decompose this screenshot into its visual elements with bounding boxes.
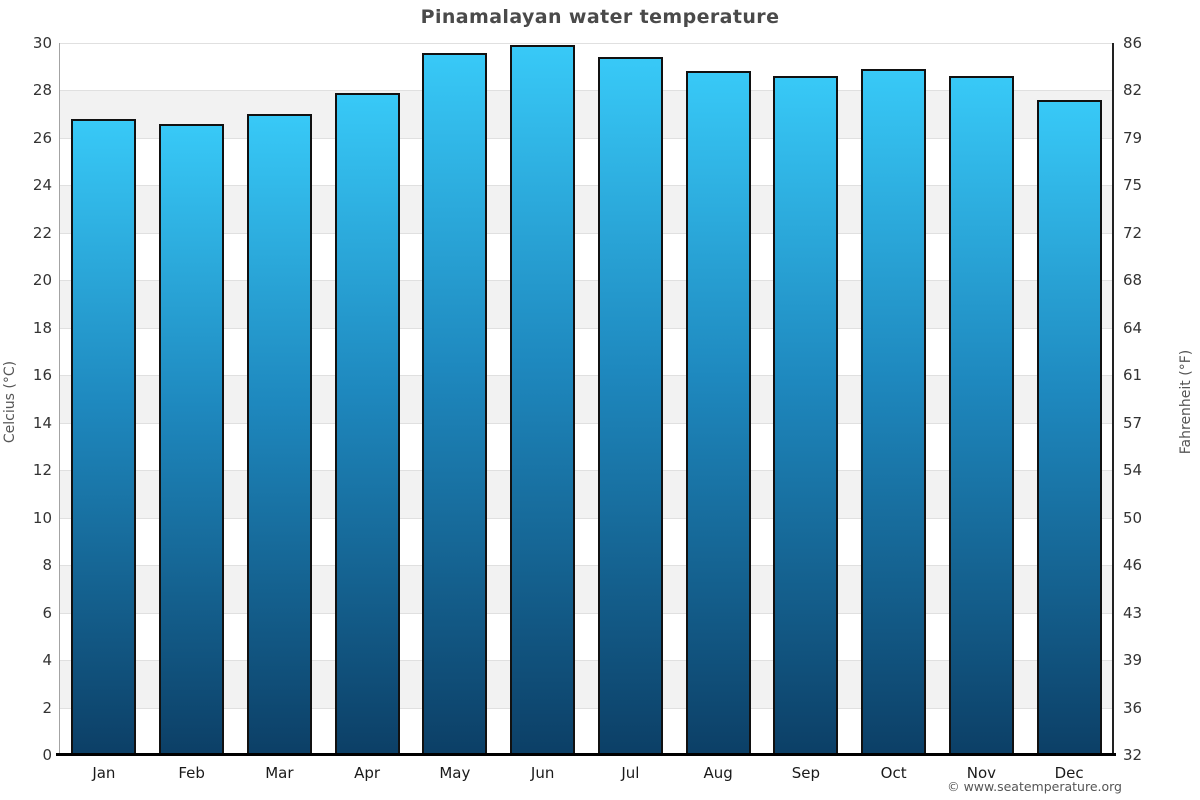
background-band bbox=[60, 375, 1113, 423]
y-axis-tick-label-celsius: 0 bbox=[42, 746, 52, 764]
y-axis-tick-label-celsius: 10 bbox=[32, 508, 52, 527]
background-band bbox=[60, 137, 1113, 186]
gridline bbox=[60, 612, 1113, 614]
background-band bbox=[60, 43, 1113, 91]
y-axis-tick-label-fahrenheit: 75 bbox=[1123, 176, 1143, 195]
x-axis-tick-label: Aug bbox=[703, 764, 733, 782]
gridline bbox=[60, 422, 1113, 424]
temperature-bar bbox=[1036, 99, 1102, 755]
background-band bbox=[60, 280, 1113, 328]
background-band bbox=[60, 660, 1113, 708]
gridline bbox=[60, 660, 1113, 662]
x-axis-tick-label: Jul bbox=[621, 764, 640, 782]
temperature-bar bbox=[861, 69, 927, 755]
background-band bbox=[60, 612, 1113, 661]
temperature-bar bbox=[159, 123, 225, 755]
y-axis-tick-label-fahrenheit: 43 bbox=[1123, 603, 1143, 622]
x-axis-tick-label: Jan bbox=[92, 764, 116, 782]
background-band bbox=[60, 517, 1113, 566]
x-axis-tick-label: Jun bbox=[530, 764, 555, 782]
y-axis-tick-label-fahrenheit: 32 bbox=[1123, 746, 1143, 764]
background-band bbox=[60, 470, 1113, 518]
gridline bbox=[60, 375, 1113, 377]
y-axis-tick-label-fahrenheit: 54 bbox=[1123, 461, 1143, 480]
temperature-bar bbox=[71, 118, 137, 755]
y-axis-tick-label-celsius: 14 bbox=[32, 413, 52, 432]
y-axis-tick-label-fahrenheit: 64 bbox=[1123, 318, 1143, 337]
y-axis-tick-label-celsius: 22 bbox=[32, 223, 52, 242]
temperature-bar bbox=[334, 92, 400, 755]
x-axis-tick-label: Apr bbox=[354, 764, 381, 782]
background-band bbox=[60, 565, 1113, 613]
x-axis-line bbox=[56, 753, 1116, 756]
y-axis-tick-label-fahrenheit: 79 bbox=[1123, 128, 1143, 147]
y-axis-tick-label-fahrenheit: 50 bbox=[1123, 508, 1143, 527]
gridline bbox=[60, 232, 1113, 234]
y-axis-tick-label-celsius: 2 bbox=[42, 698, 52, 717]
chart-title: Pinamalayan water temperature bbox=[420, 6, 780, 28]
temperature-bar bbox=[246, 114, 312, 755]
y-axis-tick-label-fahrenheit: 39 bbox=[1123, 651, 1143, 670]
background-band bbox=[60, 707, 1113, 755]
y-axis-line-right bbox=[1112, 43, 1114, 755]
x-axis-tick-label: Feb bbox=[178, 764, 205, 782]
y-axis-line-left bbox=[59, 43, 60, 755]
background-band bbox=[60, 422, 1113, 471]
temperature-bar bbox=[422, 52, 488, 755]
y-axis-tick-label-celsius: 20 bbox=[32, 271, 52, 290]
y-axis-tick-label-celsius: 18 bbox=[32, 318, 52, 337]
y-axis-tick-label-celsius: 26 bbox=[32, 128, 52, 147]
background-band bbox=[60, 327, 1113, 376]
y-axis-tick-label-celsius: 16 bbox=[32, 366, 52, 385]
y-axis-tick-label-celsius: 30 bbox=[32, 34, 52, 52]
y-axis-tick-label-celsius: 28 bbox=[32, 81, 52, 100]
gridline bbox=[60, 90, 1113, 92]
temperature-bar bbox=[948, 76, 1014, 755]
gridline bbox=[60, 185, 1113, 187]
background-band bbox=[60, 232, 1113, 281]
gridline bbox=[60, 517, 1113, 519]
gridline bbox=[60, 565, 1113, 567]
y-axis-tick-label-fahrenheit: 57 bbox=[1123, 413, 1143, 432]
x-axis-tick-label: May bbox=[439, 764, 471, 782]
gridline bbox=[60, 280, 1113, 282]
y-axis-tick-label-fahrenheit: 86 bbox=[1123, 34, 1143, 52]
y-axis-tick-label-fahrenheit: 61 bbox=[1123, 366, 1143, 385]
y-axis-tick-label-fahrenheit: 72 bbox=[1123, 223, 1143, 242]
temperature-bar bbox=[510, 45, 576, 755]
x-axis-tick-label: Dec bbox=[1054, 764, 1084, 782]
x-axis-tick-label: Oct bbox=[880, 764, 907, 782]
gridline bbox=[60, 707, 1113, 709]
y-axis-tick-label-fahrenheit: 68 bbox=[1123, 271, 1143, 290]
gridline bbox=[60, 327, 1113, 329]
y-axis-tick-label-fahrenheit: 82 bbox=[1123, 81, 1143, 100]
temperature-bar bbox=[597, 57, 663, 755]
y-axis-tick-label-celsius: 4 bbox=[42, 651, 52, 670]
y-axis-tick-label-fahrenheit: 36 bbox=[1123, 698, 1143, 717]
y-axis-tick-label-fahrenheit: 46 bbox=[1123, 556, 1143, 575]
background-band bbox=[60, 90, 1113, 138]
x-axis-tick-label: Sep bbox=[791, 764, 821, 782]
gridline bbox=[60, 137, 1113, 139]
temperature-bar bbox=[773, 76, 839, 755]
x-axis-tick-label: Mar bbox=[265, 764, 294, 782]
gridline bbox=[60, 470, 1113, 472]
y-axis-tick-label-celsius: 6 bbox=[42, 603, 52, 622]
gridline bbox=[60, 43, 1113, 44]
plot-area bbox=[60, 43, 1113, 755]
y-axis-tick-label-celsius: 24 bbox=[32, 176, 52, 195]
fahrenheit-axis-title-text: Fahrenheit (°F) bbox=[1178, 349, 1194, 455]
x-axis-tick-label: Nov bbox=[966, 764, 997, 782]
background-band bbox=[60, 185, 1113, 233]
y-axis-tick-label-celsius: 12 bbox=[32, 461, 52, 480]
copyright-text: © www.seatemperature.org bbox=[947, 779, 1122, 794]
y-axis-tick-label-celsius: 8 bbox=[42, 556, 52, 575]
temperature-bar bbox=[685, 71, 751, 755]
